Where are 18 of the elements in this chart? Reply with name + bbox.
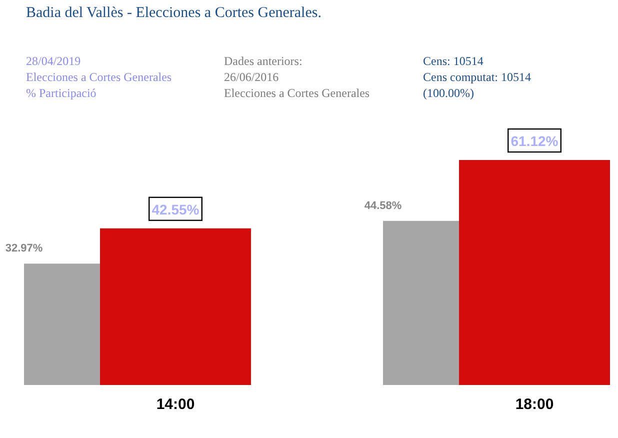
chart-title: Badia del Vallès - Elecciones a Cortes Generales.	[26, 5, 322, 21]
data-label: 42.55%	[152, 201, 200, 218]
text: Elecciones a Cortes Generales	[26, 70, 172, 84]
text: Dades anteriors:	[224, 54, 302, 68]
text: Elecciones a Cortes Generales	[224, 86, 370, 100]
text: 26/06/2016	[224, 70, 279, 84]
data-label: 61.12%	[510, 133, 559, 149]
x-tick-label: 18:00	[515, 396, 554, 413]
text: Cens: 10514	[423, 54, 484, 68]
data-label: 32.97%	[5, 242, 43, 255]
bar	[459, 160, 610, 385]
text: (100.00%)	[423, 86, 474, 100]
x-tick-label: 14:00	[156, 396, 195, 413]
data-label: 44.58%	[364, 200, 402, 212]
text: 28/04/2019	[26, 54, 81, 68]
text: % Participació	[26, 86, 96, 100]
bar	[100, 228, 251, 385]
text: Cens computat: 10514	[423, 70, 531, 84]
